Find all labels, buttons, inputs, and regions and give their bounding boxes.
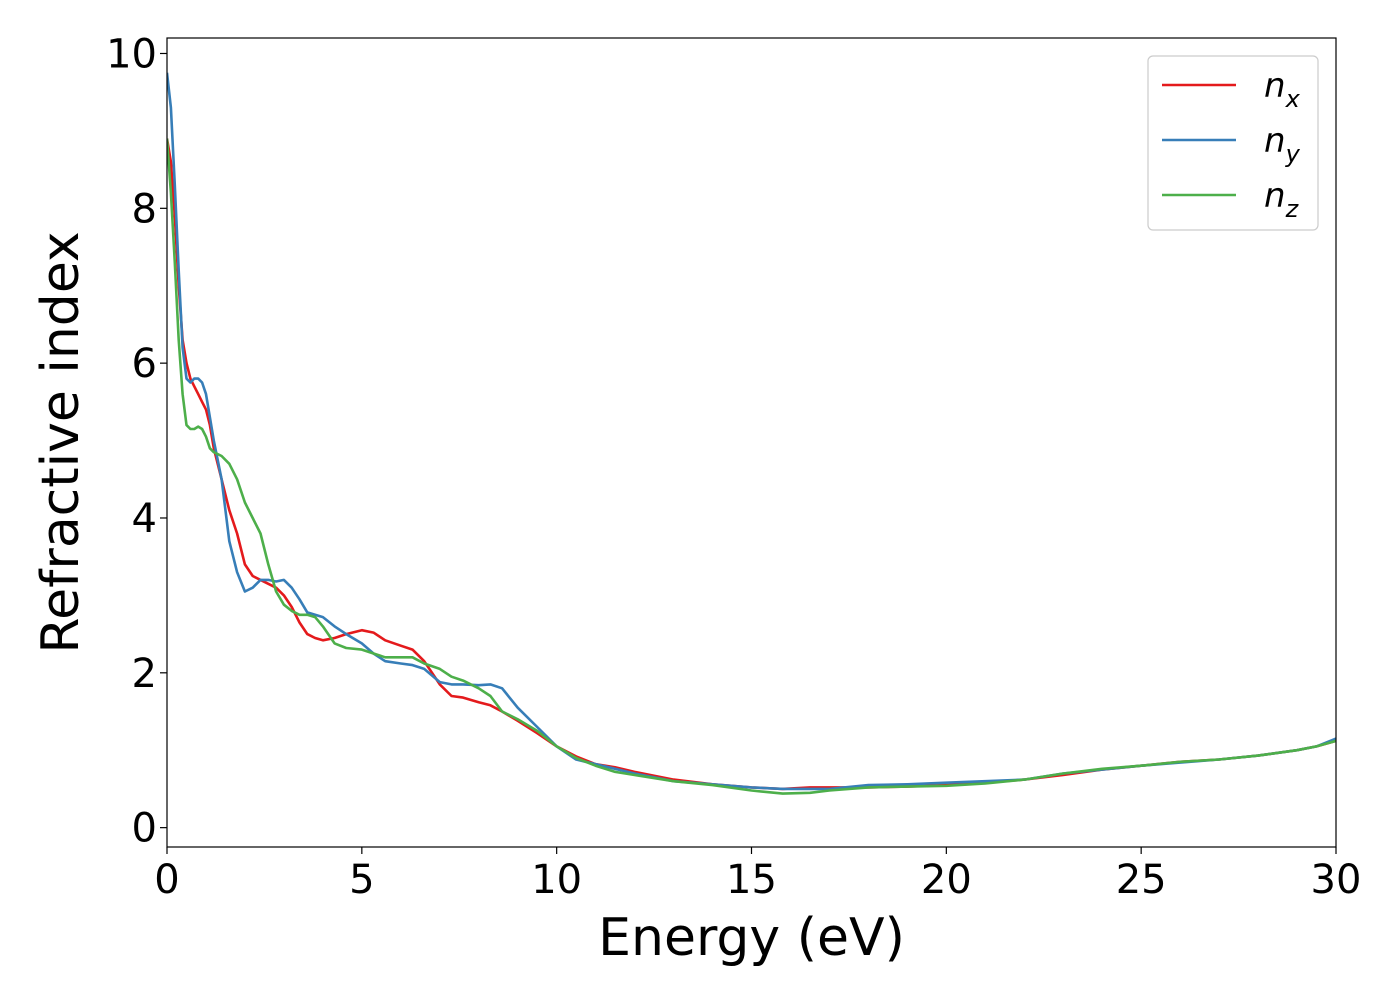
- x-tick-label: 0: [154, 857, 179, 903]
- x-tick-label: 10: [531, 857, 582, 903]
- legend-label-base: n: [1264, 66, 1286, 106]
- legend-label-subscript: z: [1285, 195, 1300, 223]
- y-tick-label: 0: [132, 806, 157, 852]
- y-tick-label: 4: [132, 496, 157, 542]
- x-axis-label: Energy (eV): [598, 908, 905, 968]
- legend-label-subscript: x: [1285, 85, 1301, 113]
- x-tick-label: 20: [921, 857, 972, 903]
- x-tick-label: 15: [726, 857, 777, 903]
- y-tick-label: 10: [106, 31, 157, 77]
- series-line-y: [167, 72, 1336, 791]
- legend-label-x: nx: [1264, 66, 1301, 113]
- legend-label-base: n: [1264, 176, 1286, 216]
- y-axis-label: Refractive index: [31, 231, 91, 653]
- y-tick-label: 6: [132, 341, 157, 387]
- x-tick-label: 25: [1116, 857, 1167, 903]
- legend-label-base: n: [1264, 121, 1286, 161]
- legend-label-subscript: y: [1285, 140, 1301, 168]
- x-tick-label: 30: [1311, 857, 1362, 903]
- x-tick-label: 5: [349, 857, 374, 903]
- series-line-z: [167, 138, 1336, 795]
- legend-label-y: ny: [1264, 121, 1301, 168]
- legend-box: [1147, 55, 1319, 231]
- series-line-x: [167, 138, 1336, 791]
- y-tick-label: 8: [132, 186, 157, 232]
- legend-label-z: nz: [1264, 176, 1300, 223]
- y-tick-label: 2: [132, 651, 157, 697]
